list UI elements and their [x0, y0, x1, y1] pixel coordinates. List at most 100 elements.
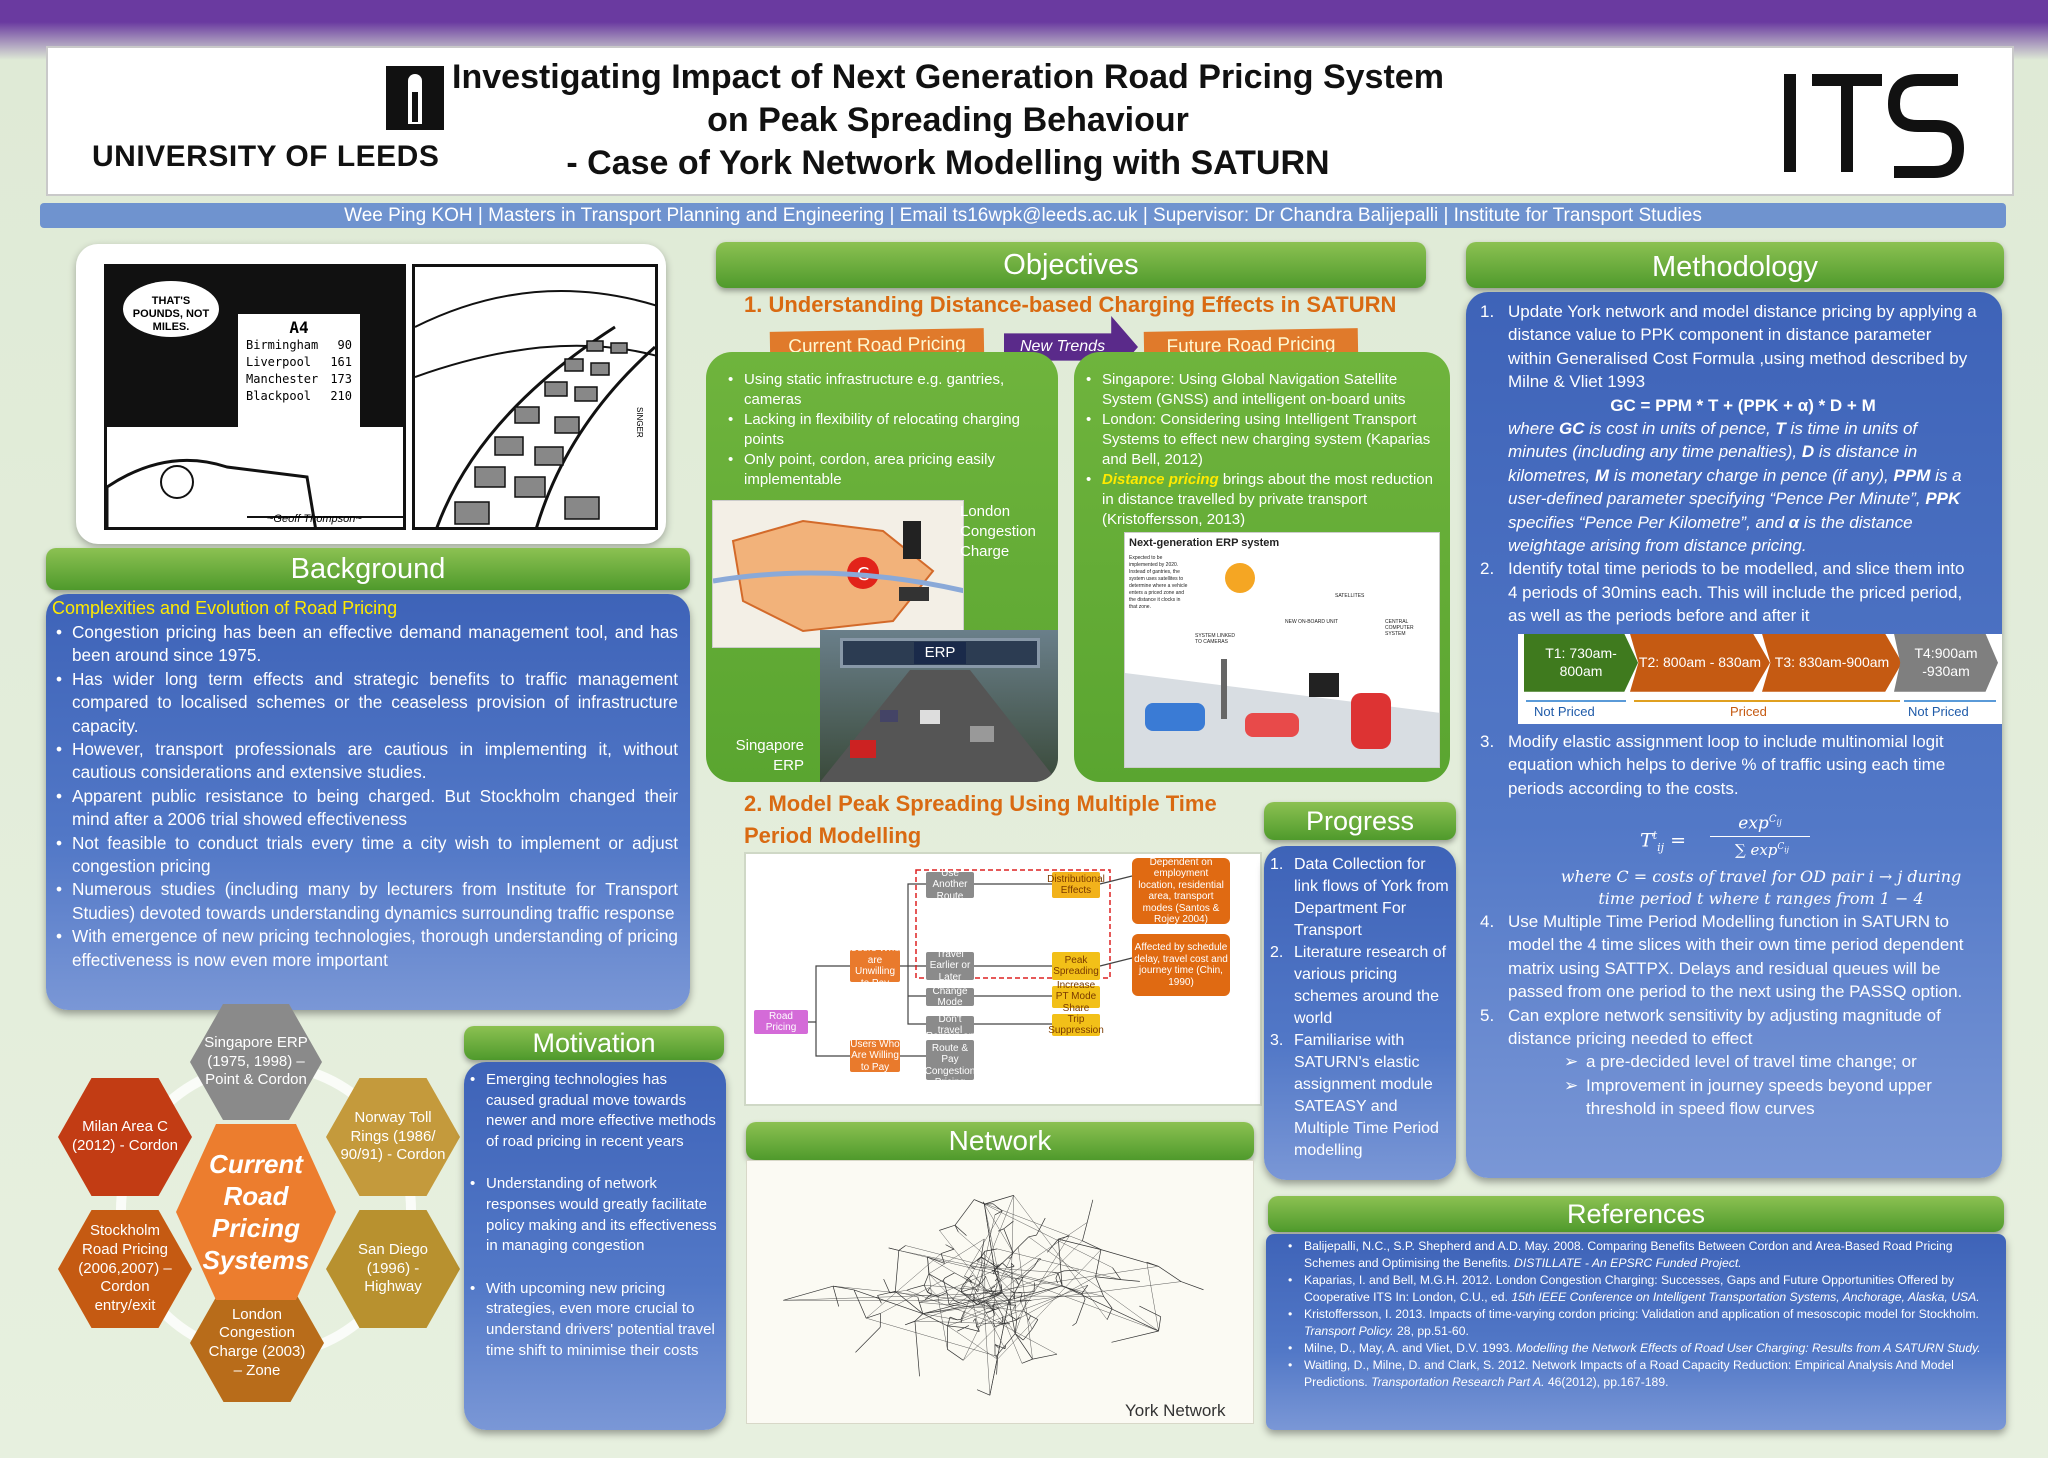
flow-node-root: Road Pricing [754, 1010, 808, 1034]
university-logo: UNIVERSITY OF LEEDS [92, 66, 444, 186]
list-item: However, transport professionals are cau… [52, 738, 678, 785]
flow-node-supp: Trip Suppression [1048, 1013, 1104, 1036]
road-sign: A4 Birmingham 90 Liverpool 161 Manchester 173… [235, 311, 363, 445]
erp-sign: ERP [914, 642, 966, 664]
where-part: PPK [1925, 489, 1961, 509]
network-graph [783, 1195, 1204, 1396]
cartoon-traffic-image: SINGER [412, 264, 658, 530]
signature: ~Geoff Thompson~ [267, 513, 362, 525]
list-item: Apparent public resistance to being char… [52, 785, 678, 832]
speech-bubble: THAT'S POUNDS, NOT MILES. [123, 281, 219, 337]
poster-title: Investigating Impact of Next Generation … [452, 58, 1444, 182]
ref-source: DISTILLATE - An EPSRC Funded Project. [1514, 1256, 1742, 1270]
background-subtitle: Complexities and Evolution of Road Prici… [52, 598, 398, 618]
where-part: specifies “Pence Per Kilometre”, and [1508, 512, 1789, 532]
list-item: London: Considering using Intelligent Tr… [1082, 410, 1446, 470]
reference-item: Kaparias, I. and Bell, M.G.H. 2012. Lond… [1284, 1272, 2000, 1306]
sign-city: Manchester [246, 372, 319, 386]
where-part: T [1775, 419, 1786, 439]
flow-node-unwilling: Users Who are Unwilling to Pay [850, 943, 900, 989]
flow-node-remain: Remain on Route & Pay Congestion Pricing [924, 1031, 976, 1089]
sign-miles: 210 [330, 389, 352, 403]
where-part: where [1508, 419, 1560, 439]
method-step-5: 5. Can explore network sensitivity by adj… [1480, 1005, 1941, 1048]
logit-equation: Ttij = expCij ∑ expCij [1480, 806, 1978, 866]
motivation-header: Motivation [464, 1026, 724, 1060]
flow-node-time: Travel Earlier or Later [926, 949, 974, 983]
progress-panel: 1. Data Collection for link flows of York… [1264, 846, 1456, 1180]
ref-text: Kristoffersson, I. 2013. Impacts of time… [1304, 1307, 1979, 1321]
network-map: York Network [746, 1160, 1254, 1424]
sign-city: Blackpool [246, 389, 312, 403]
references-list: Balijepalli, N.C., S.P. Shepherd and A.D… [1276, 1238, 2000, 1391]
ref-text: Waitling, D., Milne, D. and Clark, S. 20… [1304, 1358, 1954, 1389]
method-step-1: 1. Update York network and model distance… [1480, 302, 1977, 392]
progress-list: 1. Data Collection for link flows of York… [1266, 854, 1452, 1162]
where-part: is the distance weightage arising from d… [1508, 512, 1913, 556]
ref-text: Balijepalli, N.C., S.P. Shepherd and A.D… [1304, 1239, 1953, 1270]
list-item: Lacking in flexibility of relocating cha… [724, 410, 1054, 450]
timeline-t1: T1: 730am-800am [1524, 633, 1638, 692]
ref-source: Transportation Research Part A. [1371, 1375, 1545, 1389]
method-sub-b: ➢ Improvement in journey speeds beyond up… [1564, 1075, 1932, 1119]
where-part: is distance in kilometres, [1508, 442, 1918, 485]
sign-city: Liverpool [246, 355, 312, 369]
london-map-image: C [712, 500, 964, 648]
list-number: 2. [1270, 944, 1284, 961]
ref-text: Kaparias, I. and Bell, M.G.H. 2012. Lond… [1304, 1273, 1955, 1304]
cartoon-sign-image: THAT'S POUNDS, NOT MILES. A4 Birmingham 9… [104, 264, 406, 530]
background-panel: Complexities and Evolution of Road Prici… [46, 594, 690, 1010]
list-item: Understanding of network responses would… [466, 1174, 718, 1256]
where-part: D [1801, 442, 1815, 462]
methodology-header: Methodology [1466, 242, 2004, 288]
ref-source: Modelling the Network Effects of Road Us… [1516, 1341, 1981, 1355]
where-part: PPM [1893, 465, 1931, 485]
reference-item: Waitling, D., Milne, D. and Clark, S. 20… [1284, 1357, 2000, 1391]
references-header: References [1268, 1196, 2004, 1232]
network-caption: York Network [1125, 1401, 1226, 1420]
list-item: Not feasible to conduct trials every tim… [52, 832, 678, 879]
list-item: Using static infrastructure e.g. gantrie… [724, 370, 1054, 410]
header-panel: UNIVERSITY OF LEEDS Investigating Impact… [46, 46, 2014, 196]
sign-row: Manchester 173 [246, 371, 352, 388]
timeline-label-3: Not Priced [1908, 703, 1969, 719]
logit-where: where C = costs of travel for OD pair i … [1560, 866, 1962, 908]
objective-2-heading: 2. Model Peak Spreading Using Multiple T… [744, 791, 1217, 848]
where-part: is a user-defined parameter specifying “… [1508, 465, 1962, 509]
timeline-label-2: Priced [1730, 703, 1767, 719]
arrow-icon: ➢ [1564, 1075, 1579, 1095]
flow-node-peak: Peak Spreading [1052, 952, 1100, 980]
ref-source: 15th IEEE Conference on Intelligent Tran… [1511, 1290, 1980, 1304]
where-part: is time in units of minutes (including a… [1508, 419, 1918, 462]
university-name: UNIVERSITY OF LEEDS [92, 140, 440, 173]
sign-miles: 161 [330, 355, 352, 369]
its-logo [1778, 68, 1968, 178]
timeline-t3: T3: 830am-900am [1762, 633, 1902, 692]
car-sketch: ~Geoff Thompson~ [107, 427, 403, 527]
reference-item: Balijepalli, N.C., S.P. Shepherd and A.D… [1284, 1238, 2000, 1272]
ref-text: Milne, D., May, A. and Vliet, D.V. 1993. [1304, 1341, 1517, 1355]
singapore-caption: Singapore ERP [735, 737, 804, 774]
future-systems-list: Singapore: Using Global Navigation Satel… [1082, 370, 1446, 530]
list-item: 2. Literature research of various pricing… [1266, 942, 1452, 1030]
motivation-panel: Emerging technologies has caused gradual… [464, 1062, 726, 1430]
reference-item: Kristoffersson, I. 2013. Impacts of time… [1284, 1306, 2000, 1340]
flow-diagram: Road Pricing Users Who are Unwilling to … [744, 852, 1262, 1106]
method-step-4: 4. Use Multiple Time Period Modelling fun… [1480, 911, 1964, 1002]
background-header: Background [46, 548, 690, 590]
network-header: Network [746, 1122, 1254, 1160]
flow-node-pt: Increase PT Mode Share [1052, 980, 1100, 1014]
list-item: Congestion pricing has been an effective… [52, 621, 678, 668]
where-part: is cost in units of pence, [1584, 419, 1776, 439]
list-item: Numerous studies (including many by lect… [52, 878, 678, 925]
list-item: 3. Familiarise with SATURN's elastic assi… [1266, 1030, 1452, 1162]
progress-header: Progress [1264, 802, 1456, 840]
list-item: Only point, cordon, area pricing easily … [724, 450, 1054, 490]
sign-row: Liverpool 161 [246, 354, 352, 371]
london-caption: London Congestion Charge [960, 503, 1036, 560]
reference-item: Milne, D., May, A. and Vliet, D.V. 1993.… [1284, 1340, 2000, 1357]
ref-source: Transport Policy. [1304, 1324, 1394, 1338]
future-systems-panel: Singapore: Using Global Navigation Satel… [1074, 352, 1450, 782]
timeline: T1: 730am-800am T2: 800am - 830am T3: 83… [1518, 633, 2002, 724]
flow-node-dep: Dependent on employment location, reside… [1132, 857, 1230, 925]
